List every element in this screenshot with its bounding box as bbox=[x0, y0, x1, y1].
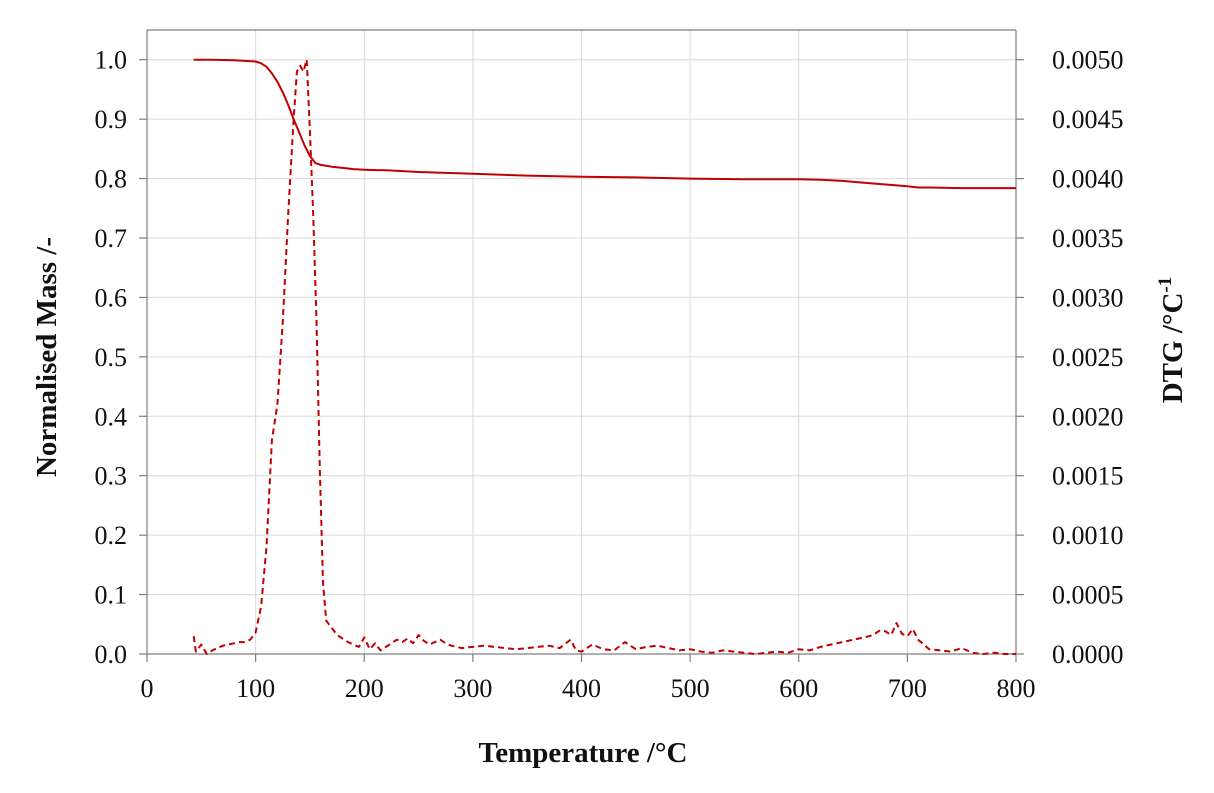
x-axis-title: Temperature /°C bbox=[479, 737, 688, 769]
y2-tick-label: 0.0040 bbox=[1052, 165, 1124, 194]
y2-tick-label: 0.0045 bbox=[1052, 105, 1124, 134]
y-tick-label: 0.4 bbox=[95, 402, 128, 431]
x-tick-label: 700 bbox=[888, 674, 927, 703]
x-tick-label: 200 bbox=[345, 674, 384, 703]
y-tick-label: 0.9 bbox=[95, 105, 128, 134]
y-tick-label: 0.6 bbox=[95, 283, 128, 312]
axes-layer: 0 100 200 300 400 500 600 700 800 0.0 0.1 0.2 0.3 0.4… bbox=[95, 29, 1124, 703]
y-tick-label: 1.0 bbox=[95, 46, 128, 75]
x-tick-label: 600 bbox=[779, 674, 818, 703]
x-tick-label: 400 bbox=[562, 674, 601, 703]
y2-tick-label: 0.0000 bbox=[1052, 640, 1124, 669]
y2-tick-label: 0.0030 bbox=[1052, 283, 1124, 312]
y2-tick-label: 0.0010 bbox=[1052, 521, 1124, 550]
y2-axis-title: DTG /°C-1 bbox=[1155, 277, 1189, 404]
y-tick-label: 0.8 bbox=[95, 165, 128, 194]
y2-tick-label: 0.0005 bbox=[1052, 581, 1124, 610]
dtg-series-line bbox=[192, 58, 1016, 655]
y2-tick-label: 0.0050 bbox=[1052, 46, 1124, 75]
series-layer bbox=[192, 58, 1016, 655]
x-tick-label: 500 bbox=[671, 674, 710, 703]
labels-layer: Temperature /°C Normalised Mass /- DTG /… bbox=[31, 237, 1189, 769]
x-tick-label: 0 bbox=[141, 674, 154, 703]
y-tick-label: 0.3 bbox=[95, 462, 128, 491]
x-tick-label: 300 bbox=[453, 674, 492, 703]
y2-tick-label: 0.0015 bbox=[1052, 462, 1124, 491]
y-tick-label: 0.7 bbox=[95, 224, 128, 253]
x-tick-label: 800 bbox=[997, 674, 1036, 703]
y-axis-title: Normalised Mass /- bbox=[31, 237, 63, 477]
y2-axis-title-main: DTG /°C bbox=[1157, 293, 1189, 404]
x-tick-label: 100 bbox=[236, 674, 275, 703]
mass-series-line bbox=[193, 58, 1016, 190]
y2-tick-label: 0.0020 bbox=[1052, 402, 1124, 431]
y-tick-label: 0.5 bbox=[95, 343, 128, 372]
y2-axis-title-superscript: -1 bbox=[1155, 277, 1176, 293]
grid-layer bbox=[147, 30, 1017, 654]
y2-tick-label: 0.0025 bbox=[1052, 343, 1124, 372]
y-tick-label: 0.2 bbox=[95, 521, 128, 550]
y-tick-label: 0.1 bbox=[95, 581, 128, 610]
y2-tick-label: 0.0035 bbox=[1052, 224, 1124, 253]
y-tick-label: 0.0 bbox=[95, 640, 128, 669]
